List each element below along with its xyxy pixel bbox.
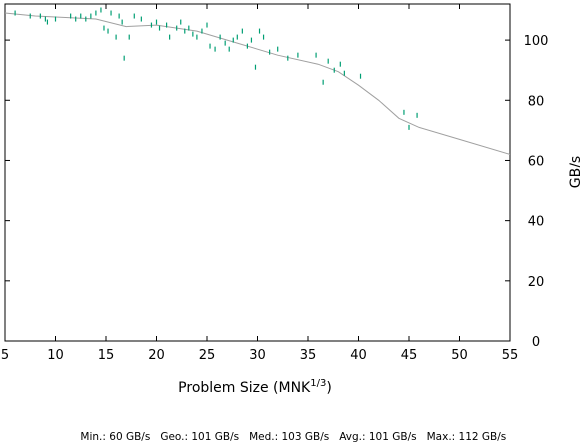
plot-area: 5 10 15 20 25 30 35 40 45 50 55 0 20 40 60 80 100 (1, 3, 549, 363)
y-tick-label: 80 (528, 94, 545, 109)
x-axis-title: Problem Size (MNK1/3) (178, 378, 332, 396)
x-tick-label: 5 (1, 348, 9, 363)
y-tick-label: 0 (532, 335, 540, 350)
stat-avg: Avg.: 101 GB/s (339, 431, 417, 443)
stat-min: Min.: 60 GB/s (80, 431, 151, 443)
stat-geo: Geo.: 101 GB/s (160, 431, 240, 443)
x-tick-label: 15 (98, 348, 115, 363)
x-tick-label: 40 (350, 348, 367, 363)
x-tick-label: 10 (47, 348, 64, 363)
x-tick-label: 20 (148, 348, 165, 363)
y-tick-label: 40 (528, 215, 545, 230)
y-axis-title: GB/s (568, 156, 580, 188)
y-tick-label: 100 (524, 34, 549, 49)
x-tick-label: 30 (249, 348, 266, 363)
x-tick-label: 35 (300, 348, 317, 363)
stat-med: Med.: 103 GB/s (249, 431, 330, 443)
x-tick-label: 55 (502, 348, 519, 363)
trend-line (4, 12, 511, 155)
summary-stats: Min.: 60 GB/s Geo.: 101 GB/s Med.: 103 GB/… (0, 419, 580, 443)
x-tick-label: 25 (199, 348, 216, 363)
y-tick-label: 20 (528, 275, 545, 290)
plot-frame (4, 3, 511, 342)
scatter-chart: 5 10 15 20 25 30 35 40 45 50 55 0 20 40 60 80 100 Proble… (1, 3, 580, 396)
stat-max: Max.: 112 GB/s (426, 431, 507, 443)
y-tick-label: 60 (528, 154, 545, 169)
x-tick-label: 45 (401, 348, 418, 363)
x-tick-label: 50 (451, 348, 468, 363)
